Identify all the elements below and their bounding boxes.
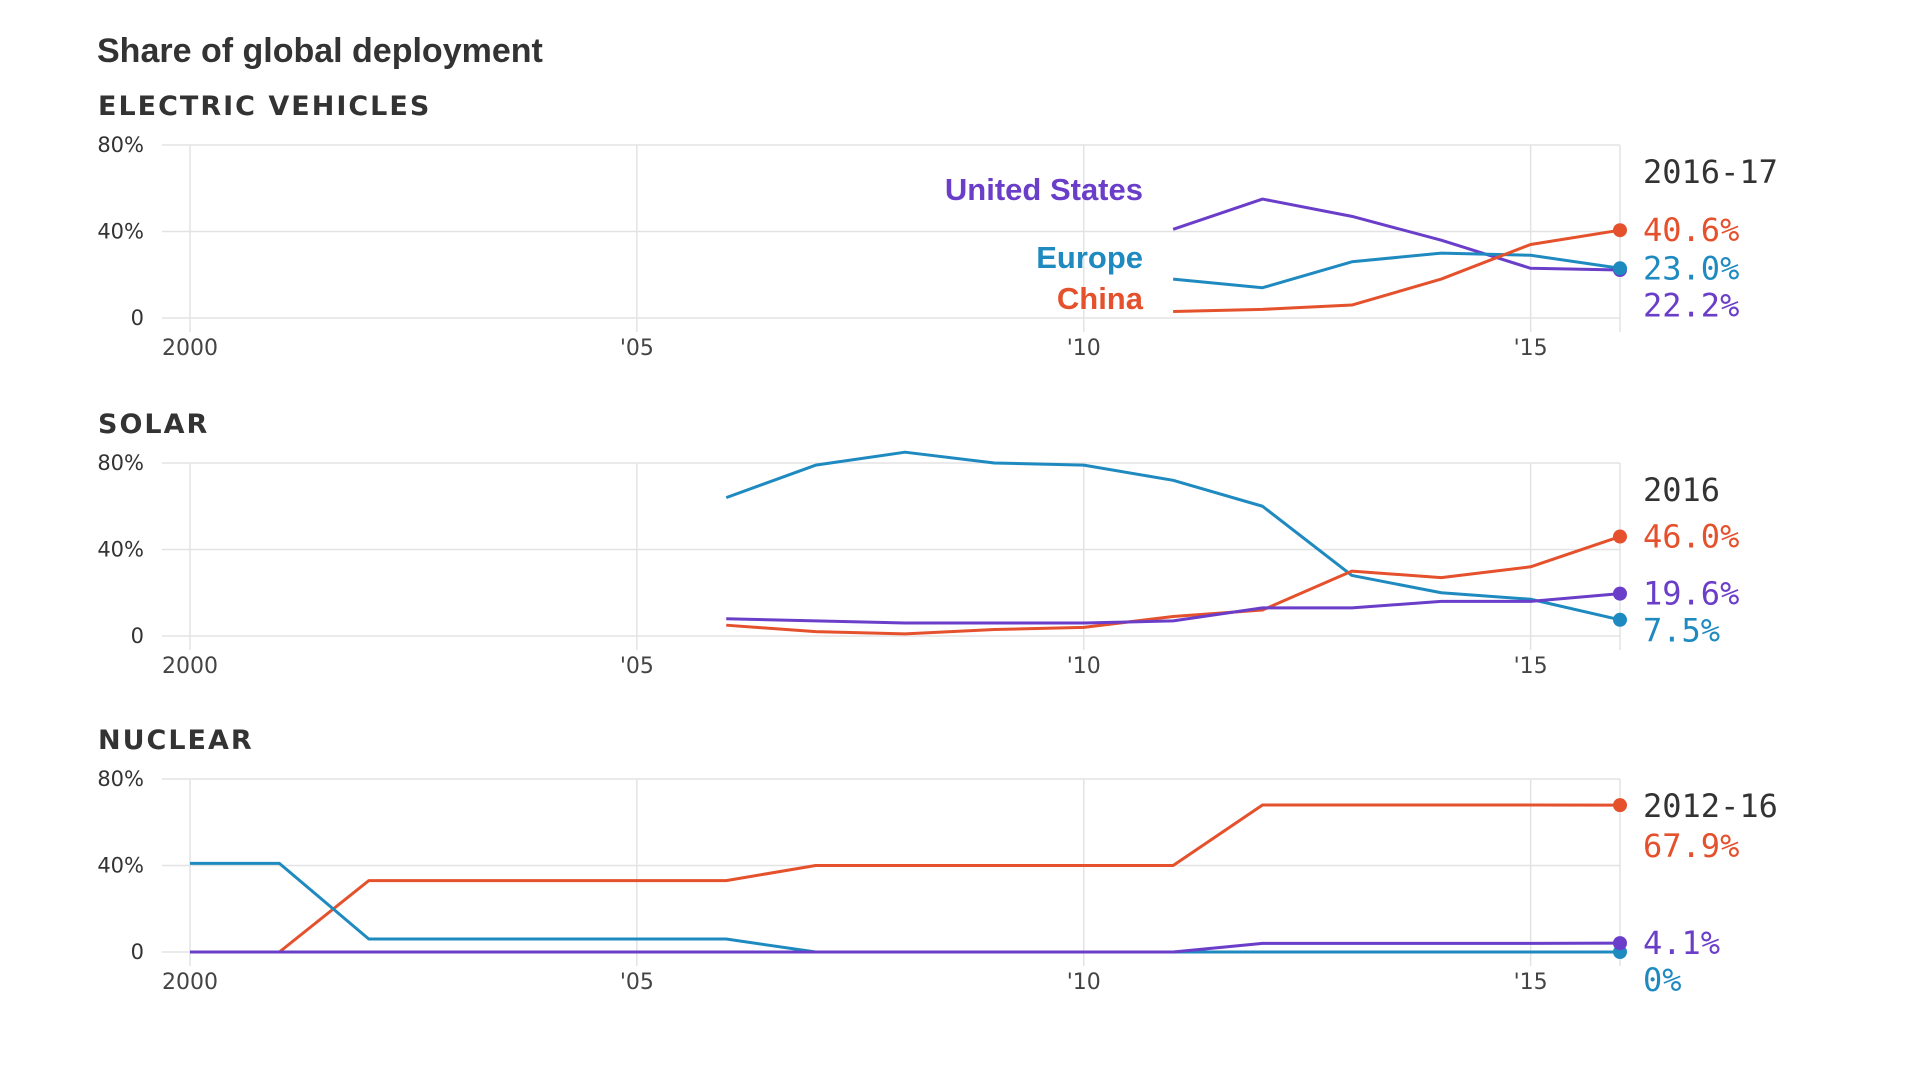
series-line-china: [726, 535, 1621, 636]
data-point-europe: [1613, 261, 1627, 276]
data-point-china: [1613, 798, 1627, 813]
x-tick-label: 2000: [162, 336, 218, 361]
section-label: NUCLEAR: [98, 725, 254, 756]
end-value-label-europe: 0%: [1643, 961, 1682, 999]
series-line-europe: [1172, 251, 1621, 290]
section-label: SOLAR: [98, 409, 209, 440]
end-value-label-china: 46.0%: [1643, 518, 1739, 556]
legend-label-china: China: [1057, 281, 1144, 316]
end-value-label-europe: 23.0%: [1643, 249, 1739, 287]
chart-title: Share of global deployment: [97, 32, 543, 70]
legend-label-europe: Europe: [1036, 240, 1143, 275]
series-line-europe: [725, 450, 1621, 622]
y-tick-label: 0: [131, 306, 144, 330]
end-value-label-united-states: 19.6%: [1643, 575, 1739, 613]
y-tick-label: 0: [131, 940, 144, 964]
series-line-united-states: [190, 941, 1621, 954]
data-point-china: [1613, 529, 1627, 544]
series-line-china: [190, 803, 1621, 954]
end-value-label-united-states: 4.1%: [1643, 924, 1720, 962]
data-point-china: [1613, 223, 1627, 238]
data-point-united-states: [1613, 936, 1627, 951]
x-tick-label: '15: [1514, 970, 1548, 995]
end-value-label-united-states: 22.2%: [1643, 286, 1739, 324]
series-line-united-states: [1172, 197, 1621, 272]
x-tick-label: 2000: [162, 654, 218, 679]
y-tick-label: 80%: [97, 133, 144, 157]
series-line-china: [1173, 228, 1621, 314]
end-period-label: 2016: [1643, 471, 1720, 509]
series-line-europe: [190, 861, 1620, 954]
x-tick-label: '15: [1514, 654, 1548, 679]
x-tick-label: 2000: [162, 970, 218, 995]
panel-electric-vehicles: ELECTRIC VEHICLES 0 40% 80% 2000 '05 '10 '15 201…: [97, 91, 1778, 361]
section-label: ELECTRIC VEHICLES: [98, 91, 431, 122]
end-value-label-china: 67.9%: [1643, 827, 1739, 865]
y-tick-label: 80%: [97, 767, 144, 791]
end-value-label-china: 40.6%: [1643, 211, 1739, 249]
y-tick-label: 40%: [97, 220, 144, 244]
x-tick-label: '10: [1067, 970, 1101, 995]
y-tick-label: 0: [131, 624, 144, 648]
data-point-united-states: [1613, 586, 1627, 601]
end-period-label: 2012-16: [1643, 787, 1778, 825]
series-line-united-states: [726, 592, 1621, 625]
legend-label-united-states: United States: [945, 172, 1143, 207]
x-tick-label: '05: [620, 336, 654, 361]
y-tick-label: 40%: [97, 538, 144, 562]
x-tick-label: '05: [620, 654, 654, 679]
x-tick-label: '10: [1067, 654, 1101, 679]
panel-solar: SOLAR 0 40% 80% 2000 '05 '10 '15 2016 46.0% 19.6%7…: [97, 409, 1739, 679]
data-point-europe: [1613, 612, 1627, 627]
end-period-label: 2016-17: [1643, 153, 1778, 191]
x-tick-label: '05: [620, 970, 654, 995]
x-tick-label: '15: [1514, 336, 1548, 361]
x-tick-label: '10: [1067, 336, 1101, 361]
end-value-label-europe: 7.5%: [1643, 612, 1720, 650]
y-tick-label: 40%: [97, 854, 144, 878]
y-tick-label: 80%: [97, 451, 144, 475]
